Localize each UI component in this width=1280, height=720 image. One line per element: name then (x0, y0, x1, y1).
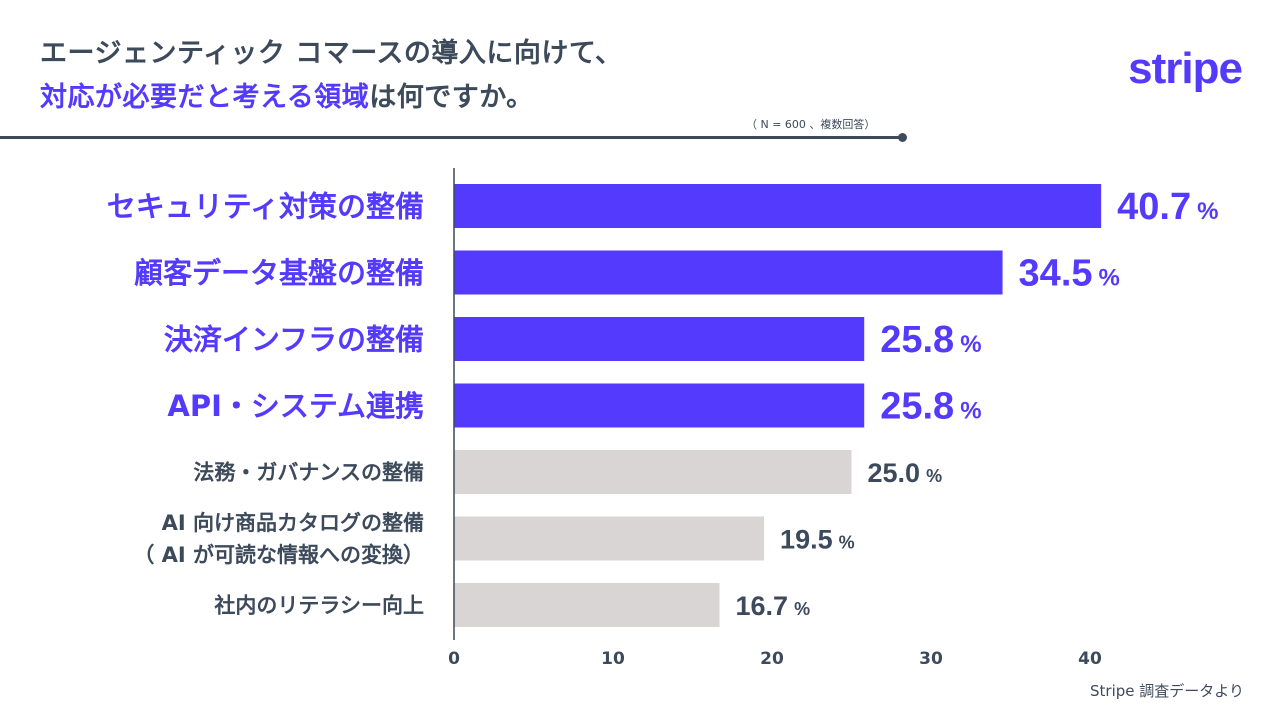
chart-title: エージェンティック コマースの導入に向けて、 対応が必要だと考える領域は何ですか… (40, 32, 623, 120)
x-tick-label: 30 (919, 649, 943, 669)
bar (454, 317, 865, 361)
title-line-1: エージェンティック コマースの導入に向けて、 (40, 38, 623, 69)
category-label: 社内のリテラシー向上 (213, 594, 424, 618)
value-label: 25.8% (880, 386, 981, 428)
x-tick-label: 40 (1078, 649, 1102, 669)
bar (454, 184, 1102, 228)
title-highlight: 対応が必要だと考える領域 (40, 82, 370, 113)
divider-dot (898, 133, 907, 142)
value-label: 19.5% (780, 525, 855, 555)
title-line-2: は何ですか。 (369, 82, 534, 113)
value-label: 25.8% (880, 319, 981, 361)
category-label: API・システム連携 (167, 389, 424, 423)
x-tick-label: 10 (601, 649, 625, 669)
value-label: 25.0% (868, 458, 943, 488)
x-tick-label: 0 (448, 649, 460, 669)
bar (454, 250, 1003, 295)
category-label: AI 向け商品カタログの整備 (162, 511, 424, 535)
category-label: （ AI が可読な情報への変換） (133, 543, 424, 567)
value-label: 34.5% (1019, 253, 1120, 295)
x-tick-label: 20 (760, 649, 784, 669)
sample-note: （ N = 600 、複数回答） (746, 118, 876, 131)
value-label: 40.7% (1117, 186, 1218, 228)
category-label: 法務・ガバナンスの整備 (193, 461, 424, 485)
value-label: 16.7% (736, 591, 811, 621)
category-label: 決済インフラの整備 (164, 322, 424, 356)
bar (454, 516, 765, 561)
bar (454, 583, 720, 627)
category-label: セキュリティ対策の整備 (107, 189, 424, 223)
divider (0, 136, 902, 139)
source-note: Stripe 調査データより (1090, 682, 1244, 700)
category-label: 顧客データ基盤の整備 (134, 256, 424, 290)
bar (454, 450, 852, 494)
stripe-logo: stripe (1128, 44, 1243, 93)
bar (454, 383, 865, 428)
